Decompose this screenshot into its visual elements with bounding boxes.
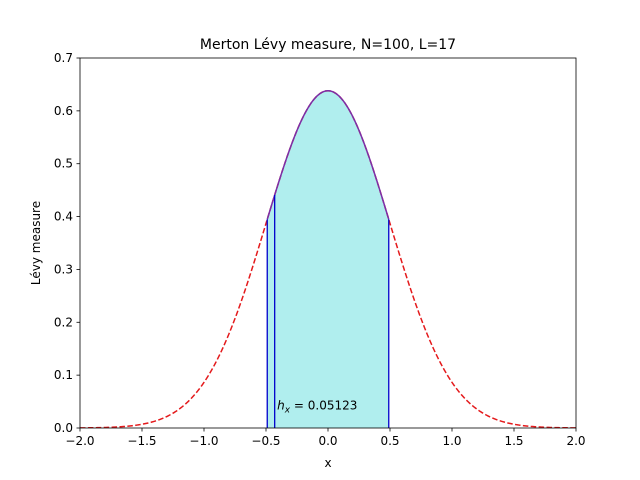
x-tick-label: 0.5 (380, 434, 399, 448)
x-tick-label: 0.0 (318, 434, 337, 448)
hx-annotation: hx = 0.05123 (277, 399, 357, 416)
x-tick-label: −2.0 (65, 434, 94, 448)
y-tick-label: 0.5 (54, 157, 73, 171)
plot-area (80, 90, 576, 428)
y-tick-label: 0.3 (54, 262, 73, 276)
x-tick-label: −1.5 (127, 434, 156, 448)
y-tick-label: 0.1 (54, 368, 73, 382)
annotation-value: = 0.05123 (290, 399, 357, 413)
truncated-curve (266, 90, 390, 220)
y-tick-label: 0.4 (54, 210, 73, 224)
x-tick-label: 1.0 (442, 434, 461, 448)
x-tick-label: −0.5 (251, 434, 280, 448)
x-tick-label: −1.0 (189, 434, 218, 448)
y-axis-ticks: 0.0 0.1 0.2 0.3 0.4 0.5 0.6 0.7 (54, 51, 80, 435)
x-axis-label: x (324, 456, 331, 470)
y-axis-label: Lévy measure (29, 201, 43, 285)
y-tick-label: 0.7 (54, 51, 73, 65)
annotation-h: h (277, 399, 285, 413)
vertical-lines (266, 195, 390, 428)
y-tick-label: 0.6 (54, 104, 73, 118)
x-tick-label: 1.5 (504, 434, 523, 448)
chart-title: Merton Lévy measure, N=100, L=17 (200, 37, 456, 53)
x-tick-label: 2.0 (566, 434, 585, 448)
y-tick-label: 0.0 (54, 421, 73, 435)
truncated-fill-area (267, 90, 389, 428)
x-axis-ticks: −2.0 −1.5 −1.0 −0.5 0.0 0.5 1.0 1.5 2.0 (65, 428, 586, 448)
y-tick-label: 0.2 (54, 315, 73, 329)
annotation-subscript: x (284, 406, 291, 416)
